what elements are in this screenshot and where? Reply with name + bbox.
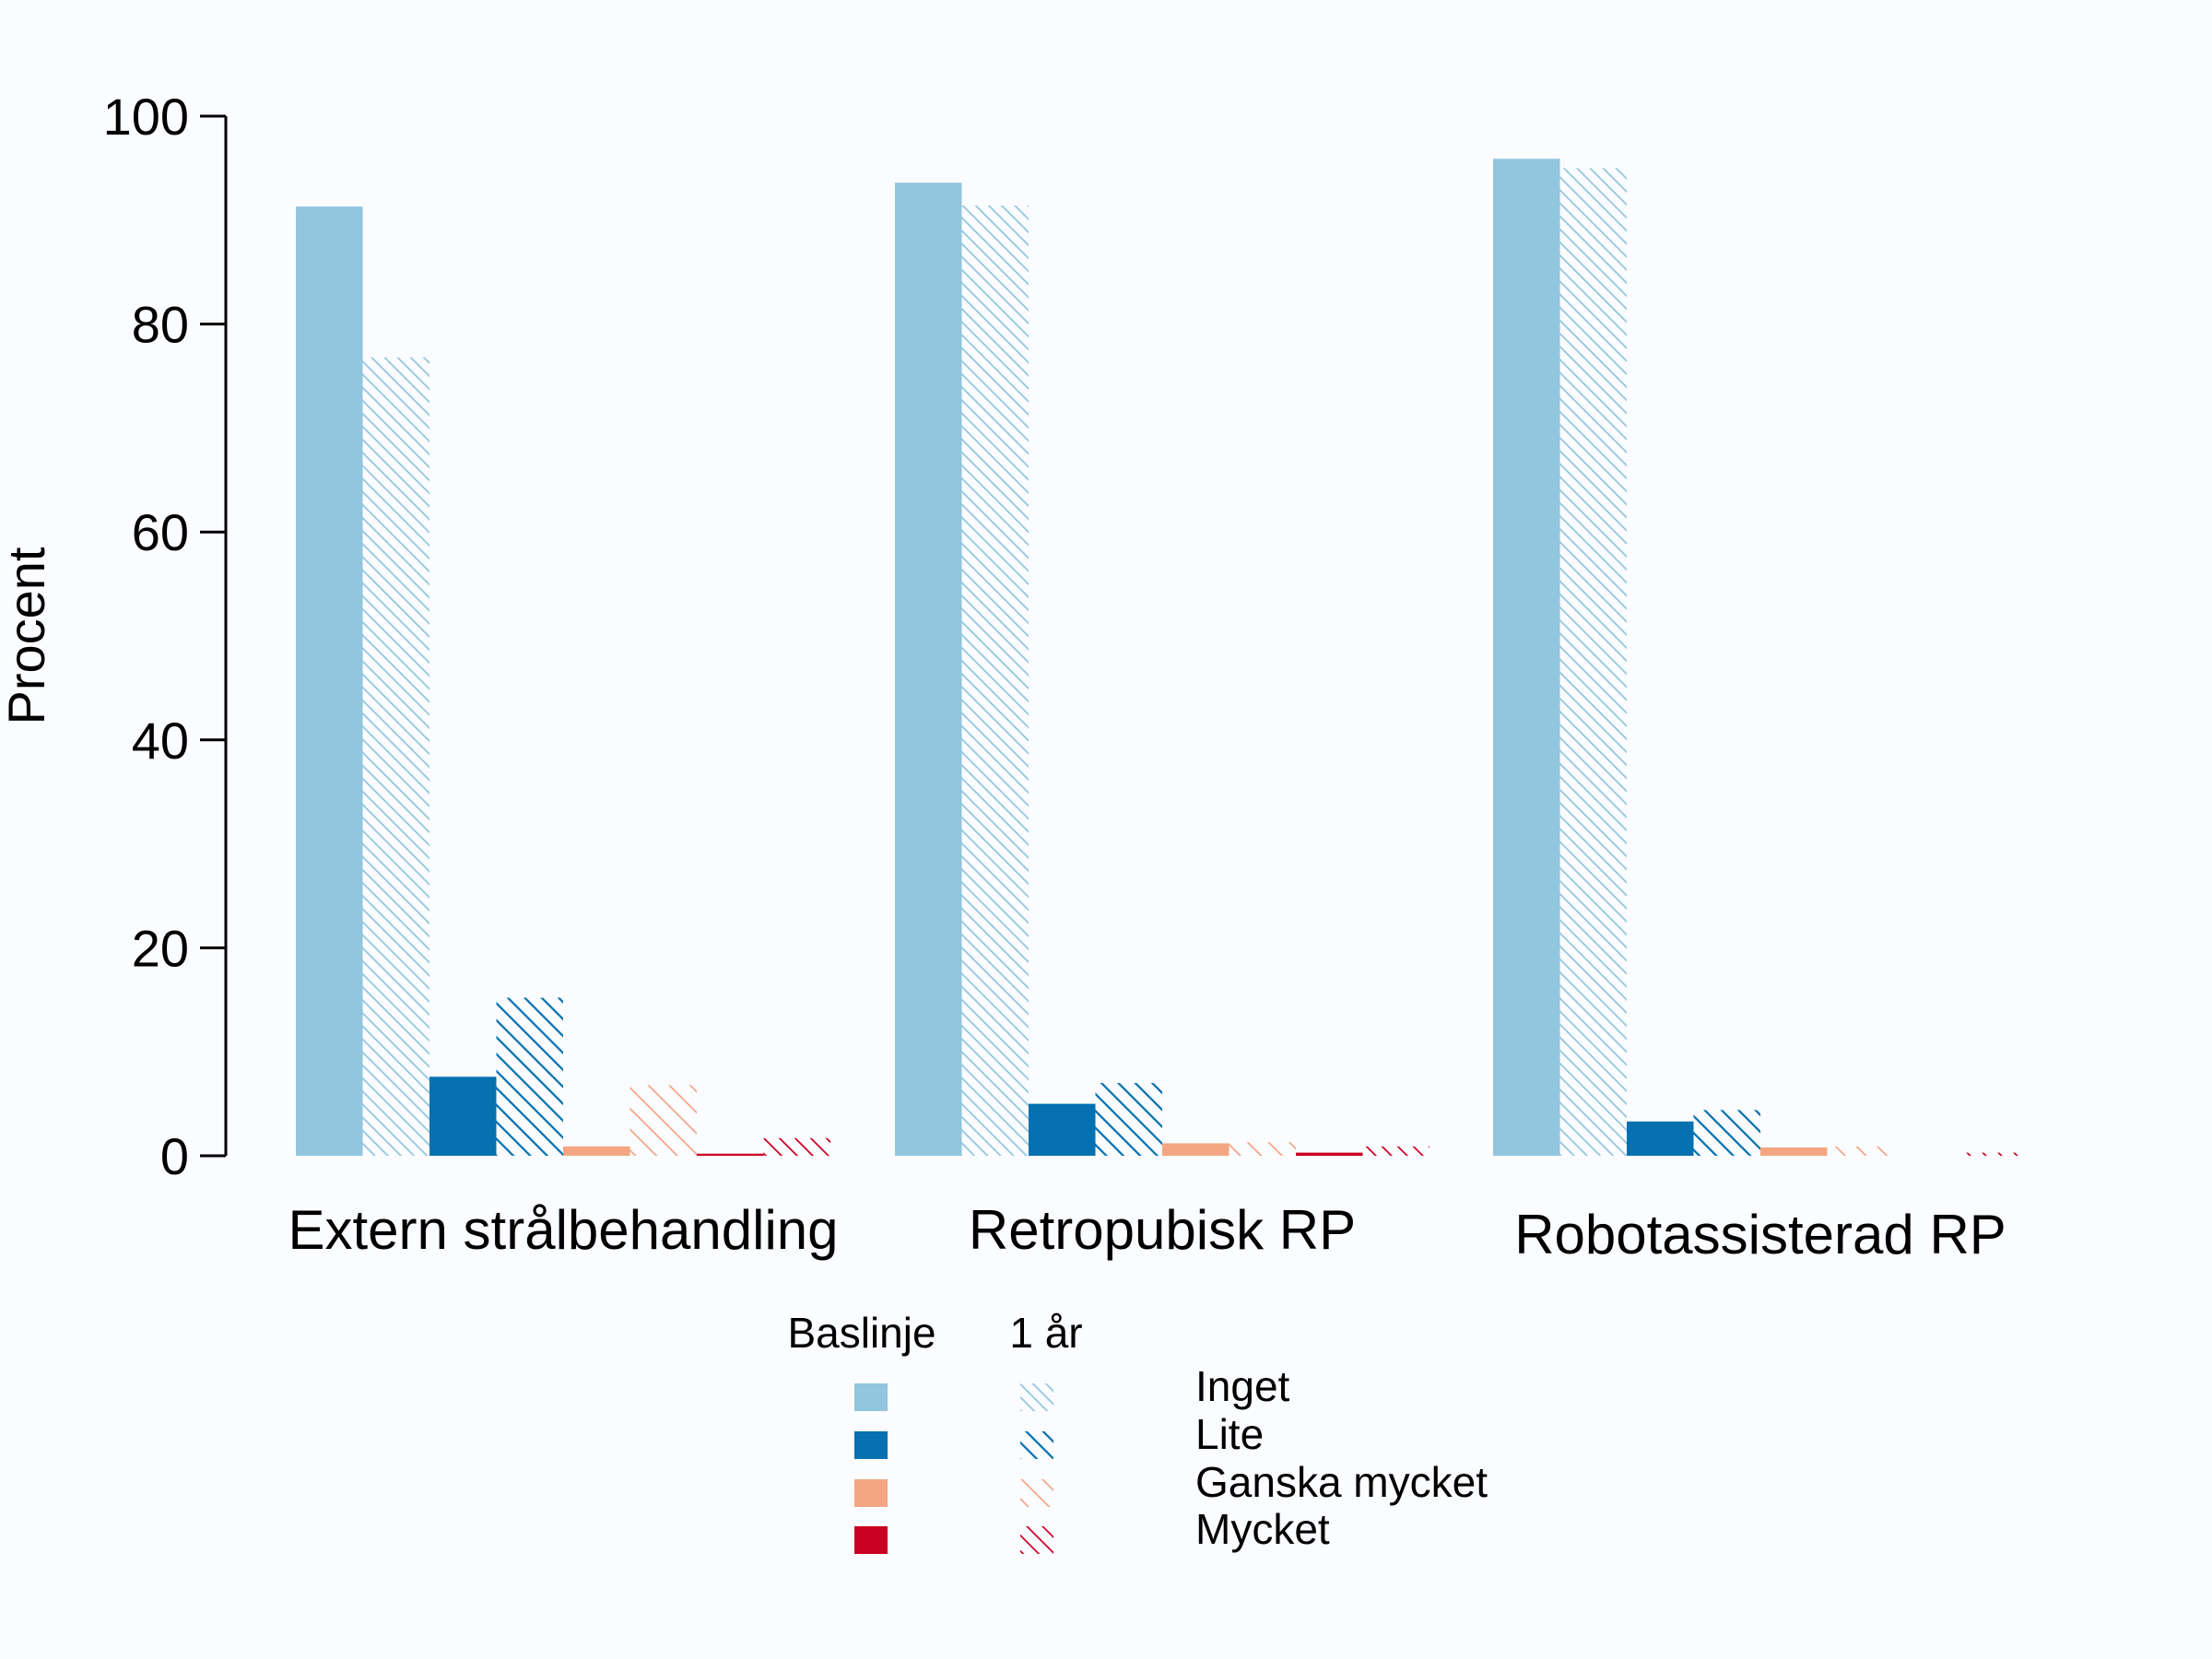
legend-label: Mycket — [1195, 1505, 1330, 1553]
bar-ganska-mycket-baslinje — [563, 1146, 630, 1156]
y-tick-label: 0 — [160, 1127, 189, 1185]
y-tick-label: 40 — [132, 712, 189, 770]
legend-label: Lite — [1195, 1410, 1264, 1458]
bar-mycket-1-ar — [763, 1137, 830, 1156]
bar-inget-baslinje — [895, 182, 962, 1156]
bar-lite-baslinje — [429, 1077, 497, 1156]
y-axis: 0 20 40 60 80 100 — [103, 88, 228, 1185]
bar-mycket-1-ar — [1362, 1146, 1430, 1156]
legend-swatch-baslinje — [854, 1526, 888, 1554]
bar-inget-1-ar — [961, 206, 1029, 1156]
legend-swatch-baslinje — [854, 1383, 888, 1411]
bar-ganska-mycket-baslinje — [1162, 1143, 1230, 1156]
bar-lite-1-ar — [1095, 1083, 1162, 1156]
bar-inget-1-ar — [1559, 168, 1627, 1156]
bars — [296, 159, 2028, 1157]
legend-swatch-1-ar — [1020, 1479, 1053, 1507]
legend-swatch-baslinje — [854, 1431, 888, 1459]
bar-ganska-mycket-1-ar — [1229, 1142, 1296, 1156]
group-label: Retropubisk RP — [969, 1199, 1356, 1261]
bar-inget-baslinje — [296, 206, 363, 1157]
y-tick-label: 80 — [132, 296, 189, 354]
bar-ganska-mycket-baslinje — [1760, 1147, 1828, 1156]
bar-mycket-baslinje — [697, 1153, 764, 1156]
group-label: Robotassisterad RP — [1514, 1204, 2006, 1265]
bar-inget-baslinje — [1493, 159, 1560, 1156]
group-labels: Extern strålbehandling Retropubisk RP Robo… — [288, 1199, 2006, 1265]
y-axis-label: Procent — [0, 547, 55, 724]
bar-ganska-mycket-1-ar — [629, 1085, 697, 1156]
y-tick-label: 60 — [132, 503, 189, 561]
legend-swatch-1-ar — [1020, 1431, 1053, 1459]
legend-label: Ganska mycket — [1195, 1458, 1488, 1506]
bar-mycket-baslinje — [1296, 1152, 1363, 1156]
bar-lite-baslinje — [1627, 1121, 1694, 1156]
legend-header-1-ar: 1 år — [1009, 1309, 1082, 1357]
bar-mycket-1-ar — [1960, 1152, 2028, 1156]
legend-swatch-baslinje — [854, 1479, 888, 1507]
legend-swatch-1-ar — [1020, 1526, 1053, 1554]
bar-lite-1-ar — [1693, 1110, 1760, 1156]
y-tick-label: 100 — [103, 88, 189, 146]
group-label: Extern strålbehandling — [288, 1199, 838, 1261]
legend-label: Inget — [1195, 1362, 1290, 1410]
legend-header-baslinje: Baslinje — [787, 1309, 935, 1357]
y-tick-label: 20 — [132, 919, 189, 977]
bar-lite-1-ar — [496, 997, 563, 1156]
bar-lite-baslinje — [1029, 1103, 1096, 1156]
bar-inget-1-ar — [362, 357, 429, 1156]
bar-ganska-mycket-1-ar — [1827, 1146, 1894, 1156]
legend-swatch-1-ar — [1020, 1383, 1053, 1411]
